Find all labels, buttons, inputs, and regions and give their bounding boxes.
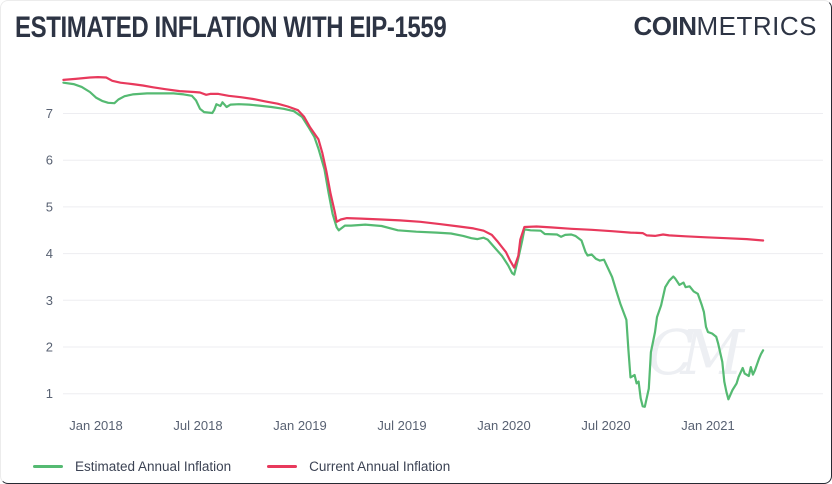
chart-legend: Estimated Annual Inflation Current Annua… <box>33 459 450 474</box>
series-line-current <box>62 75 765 269</box>
y-tick-label-5: 5 <box>46 199 53 214</box>
legend-label-estimated: Estimated Annual Inflation <box>75 459 232 474</box>
logo-metrics-text: METRICS <box>696 11 817 41</box>
x-tick-label-6: Jan 2021 <box>681 418 735 433</box>
x-tick-label-3: Jul 2019 <box>377 418 426 433</box>
watermark-cm-logo: CM <box>647 316 745 389</box>
y-tick-label-1: 1 <box>46 386 53 401</box>
y-tick-label-4: 4 <box>46 246 53 261</box>
x-tick-label-4: Jan 2020 <box>477 418 531 433</box>
y-tick-label-2: 2 <box>46 340 53 355</box>
chart-header: ESTIMATED INFLATION WITH EIP-1559 COINME… <box>15 11 817 49</box>
x-tick-label-2: Jan 2019 <box>273 418 327 433</box>
series-line-estimated <box>62 81 765 408</box>
y-tick-label-7: 7 <box>46 106 53 121</box>
estimated-line-swatch <box>33 465 63 468</box>
y-tick-label-6: 6 <box>46 153 53 168</box>
x-tick-label-1: Jul 2018 <box>173 418 222 433</box>
page-title: ESTIMATED INFLATION WITH EIP-1559 <box>15 11 447 44</box>
legend-item-estimated[interactable]: Estimated Annual Inflation <box>33 459 231 474</box>
current-line-swatch <box>267 465 298 468</box>
y-tick-label-3: 3 <box>46 293 53 308</box>
logo-coin-text: COIN <box>633 11 698 41</box>
x-tick-label-0: Jan 2018 <box>69 418 123 433</box>
legend-item-current[interactable]: Current Annual Inflation <box>267 459 450 474</box>
coinmetrics-logo: COINMETRICS <box>634 11 818 42</box>
x-tick-label-5: Jul 2020 <box>581 418 630 433</box>
legend-label-current: Current Annual Inflation <box>309 459 451 474</box>
